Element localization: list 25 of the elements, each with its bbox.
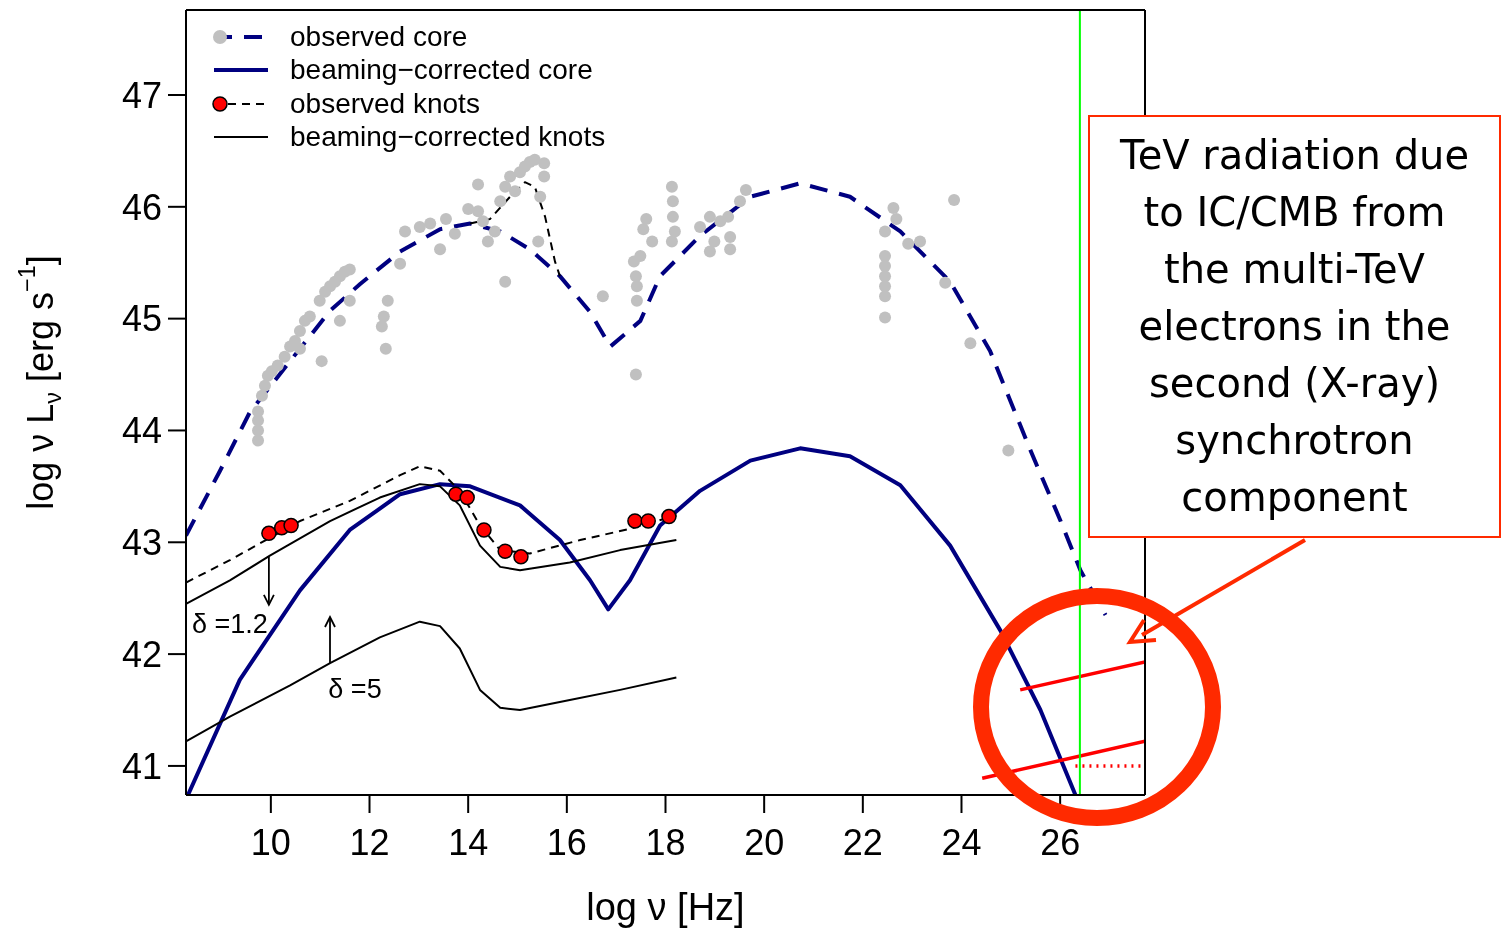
y-tick-label: 43 [121, 522, 162, 564]
legend-label: observed core [290, 20, 468, 52]
callout-box: TeV radiation due to IC/CMB from the multi-TeV electrons in the second (X-ray) synchrotron component [1088, 115, 1501, 538]
legend-label: observed knots [290, 87, 480, 119]
x-axis-title: log ν [Hz] [586, 886, 745, 928]
annotation: TeV radiation due to IC/CMB from the multi-TeV electrons in the second (X-ray) synchrotron component [1119, 131, 1470, 522]
y-tick-label: 47 [121, 74, 162, 116]
x-tick-label: 26 [1040, 821, 1081, 863]
annotation: δ =5 [328, 674, 382, 704]
x-tick-label: 16 [546, 821, 587, 863]
y-tick-label: 42 [121, 633, 162, 675]
y-tick-label: 41 [121, 745, 162, 787]
x-tick-label: 24 [941, 821, 982, 863]
x-tick-label: 12 [349, 821, 390, 863]
y-tick-label: 45 [121, 298, 162, 340]
y-tick-label: 44 [121, 410, 162, 452]
annotation: δ =1.2 [191, 608, 268, 639]
x-tick-label: 14 [448, 821, 489, 863]
y-tick-label: 46 [121, 186, 162, 228]
x-tick-label: 10 [250, 821, 291, 863]
legend-label: beaming−corrected knots [290, 121, 606, 153]
x-tick-label: 18 [645, 821, 686, 863]
legend-label: beaming−corrected core [290, 54, 593, 86]
x-tick-label: 20 [744, 821, 785, 863]
x-tick-label: 22 [842, 821, 883, 863]
